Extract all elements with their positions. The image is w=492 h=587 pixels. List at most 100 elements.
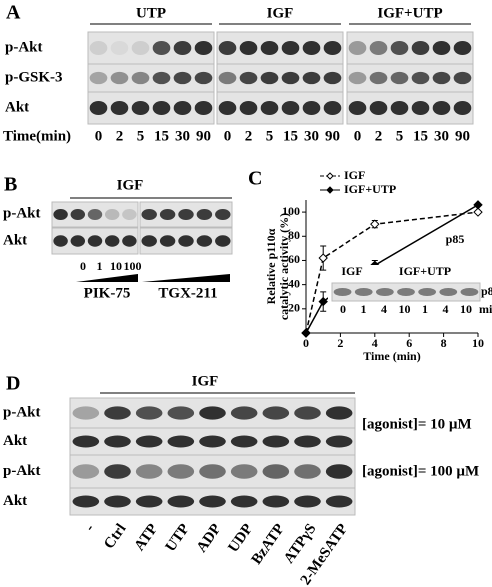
band [104,495,131,508]
band [89,100,108,116]
time-label: 2 [245,128,253,144]
band [199,495,226,508]
y-tick-label: 60 [288,252,300,266]
band [294,435,321,448]
band [53,209,68,220]
band [453,71,472,85]
data-point [301,328,311,338]
blot [216,31,344,65]
band [325,406,353,420]
band [87,235,103,247]
band [141,235,157,247]
band [390,71,409,85]
band [302,40,321,56]
band [194,100,213,116]
band [87,209,103,220]
band [333,288,352,296]
band [152,100,171,116]
band [131,40,150,56]
band [167,464,195,479]
time-axis-label: Time(min) [3,128,71,144]
band [411,100,430,116]
band [230,495,258,508]
band [167,406,195,420]
time-label: 0 [224,128,232,144]
row-label: p-Akt [3,404,41,420]
band [281,40,300,56]
band [104,464,131,479]
time-label: 15 [413,128,428,144]
x-tick-label: 4 [372,336,378,350]
band [230,435,258,448]
band [159,209,176,220]
band [262,495,290,508]
data-point [318,296,328,307]
data-point [473,200,483,210]
blot [216,91,344,125]
time-label: 30 [434,128,449,144]
group-label: IGF+UTP [377,5,442,21]
band [411,40,430,56]
lane-label: Ctrl [101,521,129,552]
dose-label: 0 [80,259,86,273]
band [173,71,192,85]
band [72,495,100,508]
blot [346,91,474,125]
band [194,71,213,85]
panel-letter: D [6,373,20,395]
blot [87,63,215,93]
lane-label: UTP [163,521,193,555]
blot [346,63,474,93]
band [72,435,100,448]
panel-letter: A [6,2,21,24]
band [294,464,321,479]
band [260,40,279,56]
data-point [370,219,380,229]
band [199,435,226,448]
band [390,40,409,56]
inset-group: IGF [341,264,362,278]
dose-label: 1 [97,259,103,273]
data-point [473,207,483,217]
row-label: p-GSK-3 [5,69,63,85]
band [375,288,394,296]
band [302,100,321,116]
lane-label: UDP [225,521,256,555]
legend-label: IGF [344,168,365,182]
y-tick-label: 80 [288,228,300,242]
group-label: UTP [136,5,166,21]
lane-label: ATP [132,521,162,554]
band [104,435,131,448]
inset-lane: 1 [422,302,428,316]
x-tick-label: 8 [441,336,447,350]
band [432,71,451,85]
band [281,100,300,116]
band [122,209,137,220]
condition-label: [agonist]= 10 µM [362,416,472,432]
y-axis-label: catalytic activity (%) [277,213,291,320]
band [230,464,258,479]
time-label: 5 [396,128,404,144]
inset-lane: 1 [361,302,367,316]
inset-label: p85 [481,284,492,298]
panel-letter: C [248,168,262,190]
band [215,235,231,247]
band [196,209,213,220]
band [260,71,279,85]
band [369,71,388,85]
inhibitor-label: PIK-75 [84,285,131,301]
row-label: Akt [5,99,29,115]
band [439,288,458,296]
row-label: Akt [3,433,27,449]
time-label: 90 [196,128,211,144]
x-tick-label: 0 [303,336,309,350]
band [110,71,129,85]
band [215,209,231,220]
time-label: 90 [455,128,470,144]
band [70,235,86,247]
time-label: 5 [266,128,274,144]
band [131,71,150,85]
band [199,464,226,479]
series-line [305,211,479,334]
blot [216,63,344,93]
